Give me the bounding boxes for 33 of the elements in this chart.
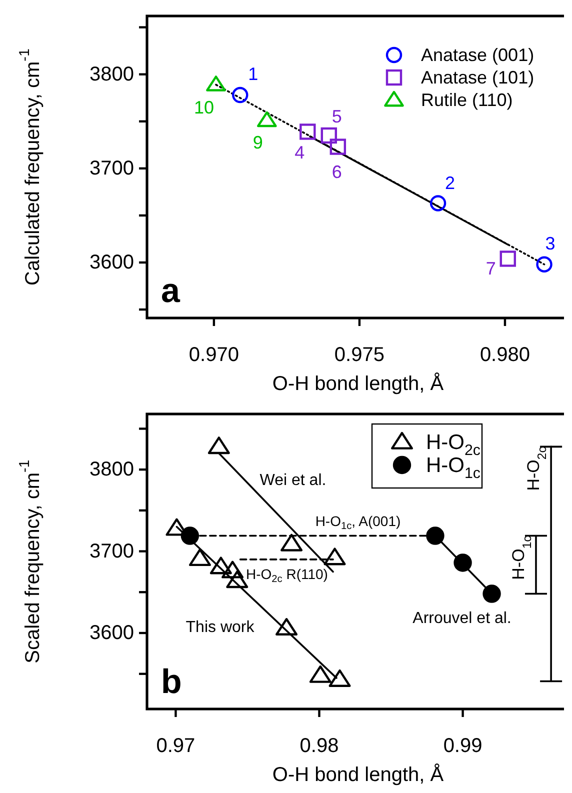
annotation: 2 (445, 173, 456, 194)
y-tick-label: 3600 (90, 251, 134, 274)
annotation: 3 (545, 233, 556, 254)
x-tick-label: 0.970 (188, 344, 239, 366)
x-tick-label: 0.98 (300, 735, 339, 757)
annotation: 1 (248, 64, 258, 84)
annotation: 6 (332, 162, 342, 182)
annotation: H-O$_{1c}$, A(001) (315, 513, 401, 532)
x-axis-title: O-H bond length, Å (272, 763, 444, 786)
y-tick-label: 3700 (90, 540, 134, 562)
annotation: 7 (486, 258, 496, 279)
y-tick-label: 3800 (90, 63, 134, 86)
legend-label: Anatase (101) (421, 68, 534, 88)
annotation: Arrouvel et al. (412, 610, 512, 626)
annotation: 9 (252, 132, 263, 152)
annotation: 10 (194, 98, 214, 118)
x-axis-title: O-H bond length, Å (272, 372, 444, 395)
y-tick-label: 3700 (90, 157, 134, 180)
annotation: This work (186, 618, 256, 636)
annotation: a (161, 272, 181, 310)
annotation: Wei et al. (260, 472, 326, 488)
y-tick-label: 3800 (90, 458, 134, 481)
annotation: H-O$_{2c}$ R(110) (246, 566, 328, 585)
x-tick-label: 0.975 (334, 344, 384, 366)
x-tick-label: 0.980 (480, 344, 530, 366)
annotation: b (161, 663, 182, 701)
y-tick-label: 3600 (90, 622, 134, 644)
annotation: 5 (332, 106, 342, 126)
legend-label: Anatase (001) (421, 45, 534, 65)
legend-label: Rutile (110) (421, 90, 513, 110)
x-tick-label: 0.99 (443, 735, 482, 757)
x-tick-label: 0.97 (156, 735, 196, 757)
annotation: 4 (294, 142, 305, 163)
